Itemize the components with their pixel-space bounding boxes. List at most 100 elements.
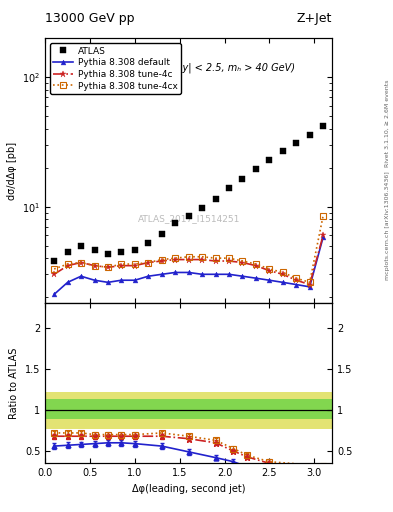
Text: Δφ(jj) (pₜ > 30 GeV, |y| < 2.5, mₕ > 40 GeV): Δφ(jj) (pₜ > 30 GeV, |y| < 2.5, mₕ > 40 …: [82, 62, 295, 73]
Pythia 8.308 tune-4cx: [52, 266, 57, 272]
Text: Rivet 3.1.10, ≥ 2.6M events: Rivet 3.1.10, ≥ 2.6M events: [385, 79, 389, 166]
Pythia 8.308 tune-4c: [267, 268, 272, 274]
ATLAS: [227, 185, 231, 191]
Pythia 8.308 tune-4c: [173, 257, 178, 263]
Pythia 8.308 default: [294, 282, 299, 288]
Pythia 8.308 tune-4cx: [132, 261, 137, 267]
Bar: [45, 392, 332, 429]
Text: Z+Jet: Z+Jet: [297, 12, 332, 25]
Pythia 8.308 tune-4cx: [253, 261, 258, 267]
Pythia 8.308 tune-4c: [281, 271, 285, 278]
Pythia 8.308 tune-4c: [186, 257, 191, 263]
Pythia 8.308 tune-4cx: [321, 212, 325, 219]
Pythia 8.308 tune-4cx: [106, 264, 110, 270]
Pythia 8.308 default: [253, 275, 258, 281]
Text: mcplots.cern.ch [arXiv:1306.3436]: mcplots.cern.ch [arXiv:1306.3436]: [385, 171, 389, 280]
ATLAS: [200, 205, 204, 211]
Pythia 8.308 tune-4c: [321, 232, 325, 239]
Pythia 8.308 default: [65, 279, 70, 285]
Pythia 8.308 tune-4cx: [65, 261, 70, 267]
Pythia 8.308 tune-4c: [132, 263, 137, 269]
Pythia 8.308 tune-4cx: [267, 266, 272, 272]
ATLAS: [79, 243, 83, 249]
Pythia 8.308 default: [160, 271, 164, 278]
Pythia 8.308 default: [173, 269, 178, 275]
Pythia 8.308 default: [52, 291, 57, 297]
ATLAS: [186, 212, 191, 219]
Pythia 8.308 tune-4cx: [160, 257, 164, 263]
Pythia 8.308 tune-4cx: [173, 255, 178, 261]
Pythia 8.308 default: [307, 284, 312, 290]
Pythia 8.308 tune-4c: [213, 258, 218, 264]
ATLAS: [240, 176, 245, 182]
ATLAS: [281, 148, 285, 154]
Line: Pythia 8.308 tune-4c: Pythia 8.308 tune-4c: [51, 232, 327, 288]
Pythia 8.308 default: [213, 271, 218, 278]
Line: Pythia 8.308 default: Pythia 8.308 default: [52, 235, 325, 297]
Pythia 8.308 tune-4c: [160, 258, 164, 264]
Y-axis label: dσ/dΔφ [pb]: dσ/dΔφ [pb]: [7, 142, 17, 200]
Line: ATLAS: ATLAS: [51, 123, 326, 264]
Pythia 8.308 tune-4cx: [307, 279, 312, 285]
ATLAS: [321, 123, 325, 129]
ATLAS: [65, 248, 70, 254]
Pythia 8.308 default: [281, 279, 285, 285]
ATLAS: [132, 247, 137, 253]
Pythia 8.308 tune-4c: [253, 263, 258, 269]
Pythia 8.308 tune-4c: [227, 258, 231, 264]
Pythia 8.308 tune-4c: [307, 282, 312, 288]
ATLAS: [52, 258, 57, 264]
Pythia 8.308 default: [321, 234, 325, 240]
ATLAS: [307, 132, 312, 138]
Y-axis label: Ratio to ATLAS: Ratio to ATLAS: [9, 348, 19, 419]
Pythia 8.308 tune-4cx: [213, 255, 218, 261]
Pythia 8.308 default: [119, 277, 124, 283]
Pythia 8.308 tune-4cx: [240, 258, 245, 264]
ATLAS: [294, 140, 299, 146]
Line: Pythia 8.308 tune-4cx: Pythia 8.308 tune-4cx: [51, 213, 326, 285]
Pythia 8.308 default: [146, 273, 151, 279]
Pythia 8.308 tune-4c: [200, 257, 204, 263]
Pythia 8.308 default: [92, 277, 97, 283]
Pythia 8.308 tune-4c: [119, 263, 124, 269]
Pythia 8.308 tune-4cx: [186, 253, 191, 260]
Pythia 8.308 tune-4cx: [281, 269, 285, 275]
Pythia 8.308 tune-4c: [65, 263, 70, 269]
Pythia 8.308 tune-4c: [92, 263, 97, 269]
ATLAS: [267, 157, 272, 163]
Pythia 8.308 tune-4c: [79, 260, 83, 266]
ATLAS: [119, 248, 124, 254]
ATLAS: [213, 196, 218, 202]
Pythia 8.308 tune-4cx: [119, 261, 124, 267]
Pythia 8.308 tune-4cx: [79, 260, 83, 266]
Pythia 8.308 tune-4c: [294, 277, 299, 283]
Pythia 8.308 tune-4c: [52, 271, 57, 278]
ATLAS: [146, 240, 151, 246]
Pythia 8.308 default: [186, 269, 191, 275]
Pythia 8.308 default: [240, 273, 245, 279]
Pythia 8.308 default: [267, 277, 272, 283]
Pythia 8.308 default: [132, 277, 137, 283]
Bar: [45, 399, 332, 419]
Pythia 8.308 default: [227, 271, 231, 278]
Pythia 8.308 tune-4cx: [200, 253, 204, 260]
Pythia 8.308 tune-4c: [240, 260, 245, 266]
Text: 13000 GeV pp: 13000 GeV pp: [45, 12, 135, 25]
ATLAS: [106, 251, 110, 257]
X-axis label: Δφ(leading, second jet): Δφ(leading, second jet): [132, 484, 245, 494]
Pythia 8.308 tune-4cx: [294, 275, 299, 281]
ATLAS: [253, 166, 258, 172]
Pythia 8.308 default: [200, 271, 204, 278]
Text: ATLAS_2017_I1514251: ATLAS_2017_I1514251: [138, 214, 240, 223]
Pythia 8.308 tune-4c: [106, 264, 110, 270]
Pythia 8.308 default: [106, 279, 110, 285]
Pythia 8.308 tune-4c: [146, 260, 151, 266]
Pythia 8.308 tune-4cx: [146, 260, 151, 266]
Pythia 8.308 tune-4cx: [92, 263, 97, 269]
ATLAS: [173, 220, 178, 226]
Legend: ATLAS, Pythia 8.308 default, Pythia 8.308 tune-4c, Pythia 8.308 tune-4cx: ATLAS, Pythia 8.308 default, Pythia 8.30…: [50, 43, 181, 94]
ATLAS: [160, 230, 164, 237]
Pythia 8.308 default: [79, 273, 83, 279]
ATLAS: [92, 247, 97, 253]
Pythia 8.308 tune-4cx: [227, 255, 231, 261]
